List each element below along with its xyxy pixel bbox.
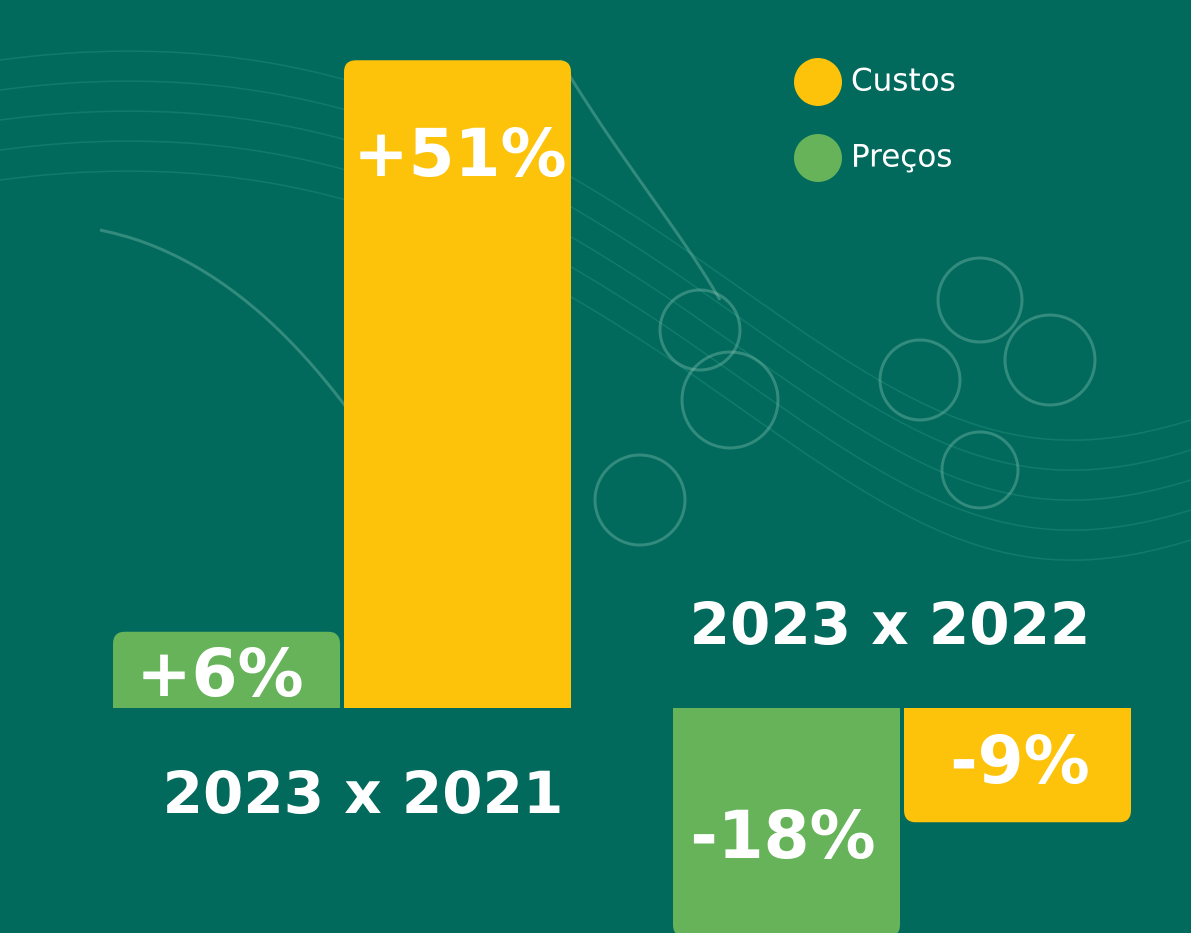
category-label: 2023 x 2022 bbox=[690, 590, 1091, 658]
legend-label: Custos bbox=[851, 63, 956, 99]
legend-swatch bbox=[794, 134, 842, 182]
value-label: +6% bbox=[136, 635, 303, 712]
background-decoration bbox=[0, 50, 1191, 561]
legend-swatch bbox=[794, 58, 842, 106]
coffee-sketch bbox=[99, 59, 1097, 547]
legend: Custos Preços bbox=[794, 58, 956, 182]
value-label: +51% bbox=[353, 115, 566, 192]
category-label: 2023 x 2021 bbox=[163, 759, 564, 827]
bar bbox=[344, 60, 571, 709]
bar bbox=[113, 631, 340, 708]
bar bbox=[673, 708, 900, 933]
value-label: -9% bbox=[950, 722, 1089, 799]
bar bbox=[904, 708, 1131, 823]
value-label: -18% bbox=[690, 797, 875, 874]
legend-label: Preços bbox=[851, 139, 952, 175]
